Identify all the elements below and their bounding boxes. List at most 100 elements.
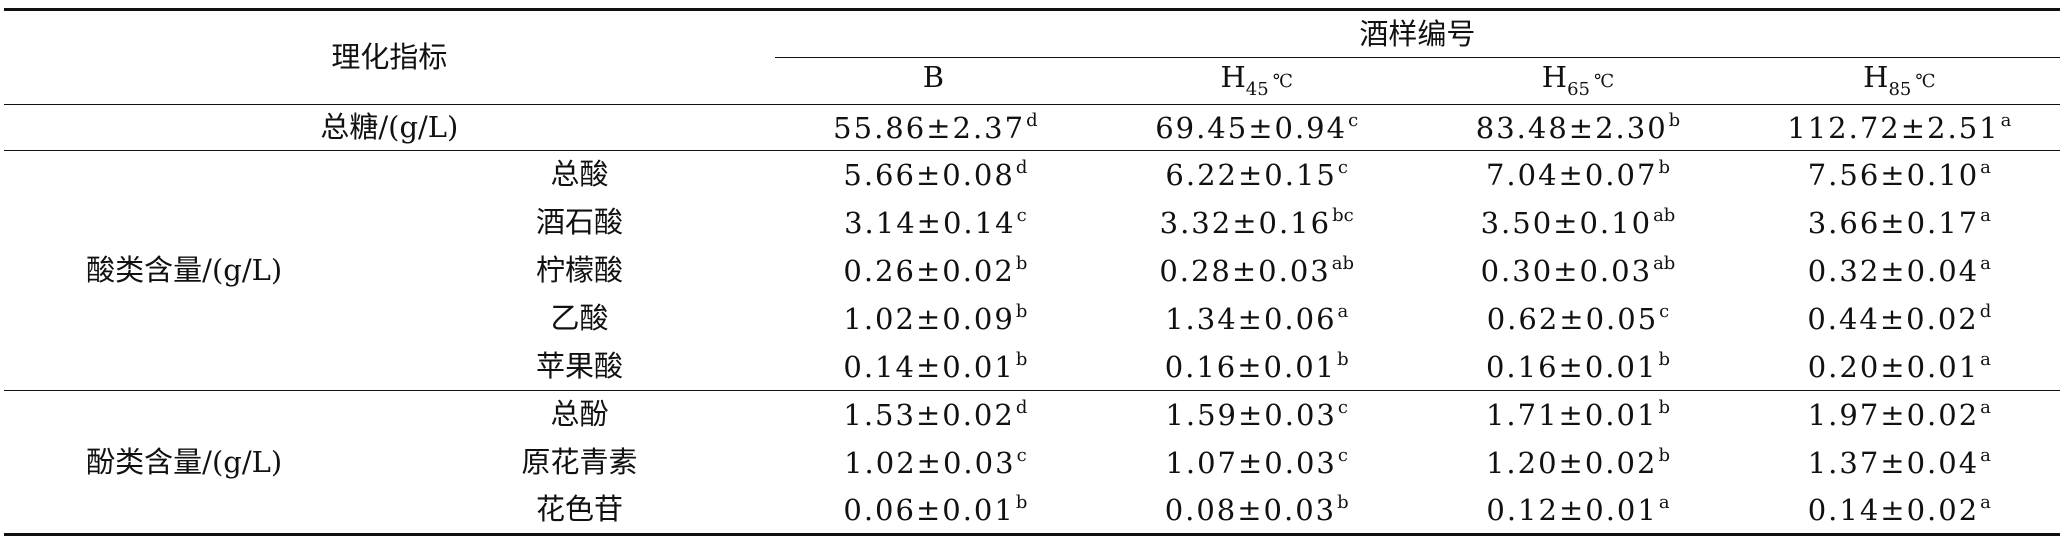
- value-cell: 0.20±0.01a: [1738, 342, 2060, 391]
- grouped-rows: 酸类含量/(g/L) 总酸 5.66±0.08d 6.22±0.15c 7.04±0.0…: [4, 150, 2060, 536]
- significance-letter: c: [1659, 301, 1670, 322]
- value-cell: 1.53±0.02d: [843, 397, 1028, 433]
- value-cell: 7.56±0.10a: [1807, 157, 1991, 193]
- group-label: 酸类含量/(g/L): [4, 150, 385, 391]
- table-row: 酚类含量/(g/L) 总酚 1.53±0.02d 1.59±0.03c 1.71±0.0…: [4, 390, 2060, 536]
- table-row: 乙酸 1.02±0.09b 1.34±0.06a 0.62±0.05c 0.44±0.0…: [4, 295, 2060, 343]
- value-cell: 0.12±0.01a: [1417, 486, 1739, 536]
- significance-letter: b: [1015, 253, 1028, 274]
- row-label: 乙酸: [550, 301, 609, 335]
- significance-letter: c: [1337, 157, 1348, 179]
- row-label: 花色苷: [384, 486, 775, 536]
- significance-letter: c: [1337, 397, 1348, 419]
- significance-letter: a: [1980, 205, 1991, 226]
- significance-letter: a: [1980, 445, 1991, 466]
- significance-letter: d: [1015, 157, 1028, 179]
- value-cell: 5.66±0.08d: [843, 157, 1028, 193]
- significance-letter: b: [1658, 445, 1670, 466]
- significance-letter: a: [1980, 348, 1991, 370]
- row-label: 总酸: [550, 157, 609, 192]
- value-cell: 0.32±0.04a: [1807, 253, 1991, 288]
- indicator-header-label: 理化指标: [331, 40, 448, 74]
- total-sugar-label: 总糖/(g/L): [320, 110, 459, 144]
- significance-letter: bc: [1332, 205, 1354, 226]
- value-cell: 0.62±0.05c: [1486, 301, 1670, 336]
- significance-letter: a: [1337, 301, 1349, 322]
- value-cell: 1.97±0.02a: [1807, 397, 1991, 433]
- significance-letter: b: [1658, 157, 1670, 179]
- significance-letter: a: [1980, 253, 1991, 274]
- value-cell: 1.59±0.03c: [1165, 397, 1348, 433]
- significance-letter: ab: [1331, 253, 1355, 274]
- significance-letter: c: [1016, 445, 1027, 466]
- row-label: 原花青素: [521, 445, 638, 479]
- significance-letter: b: [1658, 397, 1670, 419]
- sample-header-h45: H45 ℃: [1096, 57, 1418, 105]
- value-cell: 0.14±0.01b: [774, 342, 1097, 391]
- significance-letter: a: [1658, 492, 1670, 514]
- group-label: 酚类含量/(g/L): [4, 390, 385, 536]
- row-label: 苹果酸: [384, 342, 775, 391]
- row-label: 总酚: [550, 397, 609, 432]
- value-cell: 0.44±0.02d: [1807, 301, 1992, 336]
- value-cell: 0.08±0.03b: [1096, 486, 1418, 536]
- value-cell: 6.22±0.15c: [1165, 157, 1348, 193]
- significance-letter: b: [1337, 348, 1349, 370]
- value-cell: 0.28±0.03ab: [1159, 253, 1355, 288]
- value-cell: 1.34±0.06a: [1165, 301, 1349, 336]
- significance-letter: d: [1015, 397, 1028, 419]
- significance-letter: c: [1337, 445, 1348, 466]
- sample-group-header-label: 酒样编号: [1359, 16, 1476, 51]
- significance-letter: a: [1980, 492, 1991, 514]
- significance-letter: ab: [1653, 205, 1676, 226]
- value-cell: 3.14±0.14c: [844, 205, 1027, 240]
- sample-header-h65: H65 ℃: [1417, 57, 1739, 105]
- value-cell: 1.37±0.04a: [1807, 445, 1991, 480]
- value-cell: 0.16±0.01b: [1096, 342, 1418, 391]
- value-cell: 0.30±0.03ab: [1480, 253, 1676, 288]
- value-cell: 1.07±0.03c: [1165, 445, 1348, 480]
- table-row: 酸类含量/(g/L) 总酸 5.66±0.08d 6.22±0.15c 7.04±0.0…: [4, 150, 2060, 391]
- table-body: 总糖/(g/L) 55.86±2.37d 69.45±0.94c 83.48±2…: [4, 105, 2060, 151]
- significance-letter: b: [1337, 492, 1349, 514]
- physicochemical-table: 理化指标 酒样编号 B H45 ℃ H65 ℃ H85 ℃: [4, 8, 2060, 536]
- value-cell: 55.86±2.37d: [833, 110, 1038, 145]
- table-row: 原花青素 1.02±0.03c 1.07±0.03c 1.20±0.02b 1.37±0…: [4, 439, 2060, 487]
- significance-letter: c: [1016, 205, 1027, 226]
- value-cell: 3.32±0.16bc: [1159, 205, 1354, 240]
- value-cell: 1.71±0.01b: [1485, 397, 1670, 433]
- row-label: 柠檬酸: [536, 253, 624, 287]
- significance-letter: b: [1015, 492, 1028, 514]
- significance-letter: a: [1980, 397, 1991, 419]
- value-cell: 3.66±0.17a: [1807, 205, 1991, 240]
- value-cell: 83.48±2.30b: [1475, 110, 1681, 145]
- table-row: 柠檬酸 0.26±0.02b 0.28±0.03ab 0.30±0.03ab 0.32±…: [4, 247, 2060, 295]
- table-row: 苹果酸 0.14±0.01b 0.16±0.01b 0.16±0.01b 0.20±0.…: [4, 342, 2060, 391]
- sample-header-h85: H85 ℃: [1738, 57, 2060, 105]
- sample-group-header: 酒样编号: [774, 8, 2060, 58]
- value-cell: 0.06±0.01b: [774, 486, 1097, 536]
- significance-letter: b: [1015, 301, 1028, 322]
- table-row: 花色苷 0.06±0.01b 0.08±0.03b 0.12±0.01a 0.14±0.…: [4, 486, 2060, 536]
- significance-letter: a: [1980, 157, 1991, 179]
- value-cell: 1.20±0.02b: [1485, 445, 1670, 480]
- value-cell: 0.26±0.02b: [843, 253, 1028, 288]
- sample-header-b: B: [774, 57, 1097, 105]
- value-cell: 3.50±0.10ab: [1480, 205, 1676, 240]
- table-header: 理化指标 酒样编号 B H45 ℃ H65 ℃ H85 ℃: [4, 8, 2060, 105]
- value-cell: 1.02±0.03c: [844, 445, 1027, 480]
- value-cell: 0.14±0.02a: [1738, 486, 2060, 536]
- indicator-header: 理化指标: [4, 8, 775, 105]
- row-label: 酒石酸: [536, 205, 624, 239]
- significance-letter: b: [1658, 348, 1670, 370]
- significance-letter: b: [1015, 348, 1028, 370]
- value-cell: 0.16±0.01b: [1417, 342, 1739, 391]
- value-cell: 112.72±2.51a: [1787, 110, 2012, 145]
- value-cell: 69.45±0.94c: [1155, 110, 1359, 145]
- significance-letter: ab: [1653, 253, 1676, 274]
- table-row: 酒石酸 3.14±0.14c 3.32±0.16bc 3.50±0.10ab 3.66±…: [4, 199, 2060, 247]
- value-cell: 1.02±0.09b: [843, 301, 1028, 336]
- significance-letter: d: [1979, 301, 1992, 322]
- table-row-total-sugar: 总糖/(g/L) 55.86±2.37d 69.45±0.94c 83.48±2…: [4, 105, 2060, 151]
